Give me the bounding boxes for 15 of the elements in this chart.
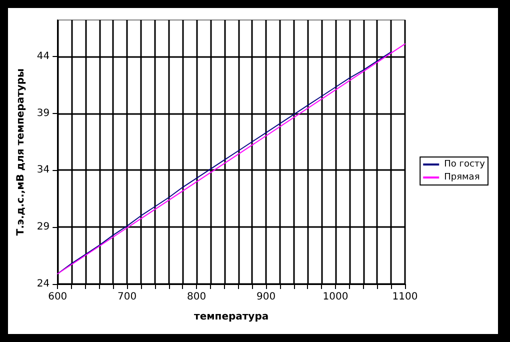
y-tick-label: 39 xyxy=(36,108,50,119)
x-tick-label: 700 xyxy=(118,292,137,302)
legend-label: Прямая xyxy=(444,172,480,182)
x-tick-label: 900 xyxy=(256,292,276,302)
x-tick-label: 1000 xyxy=(322,292,348,302)
y-tick-label: 24 xyxy=(36,278,50,290)
y-axis-title: Т.э.д.с.,мВ для температуры xyxy=(16,68,26,236)
x-tick-label: 1100 xyxy=(392,292,418,302)
legend-label: По госту xyxy=(444,160,486,170)
y-tick-label: 44 xyxy=(36,50,50,62)
x-tick-label: 800 xyxy=(187,292,206,302)
x-axis-title: температура xyxy=(194,312,269,322)
x-tick-label: 600 xyxy=(48,292,68,302)
y-tick-label: 29 xyxy=(36,222,50,233)
y-tick-label: 34 xyxy=(36,164,50,176)
